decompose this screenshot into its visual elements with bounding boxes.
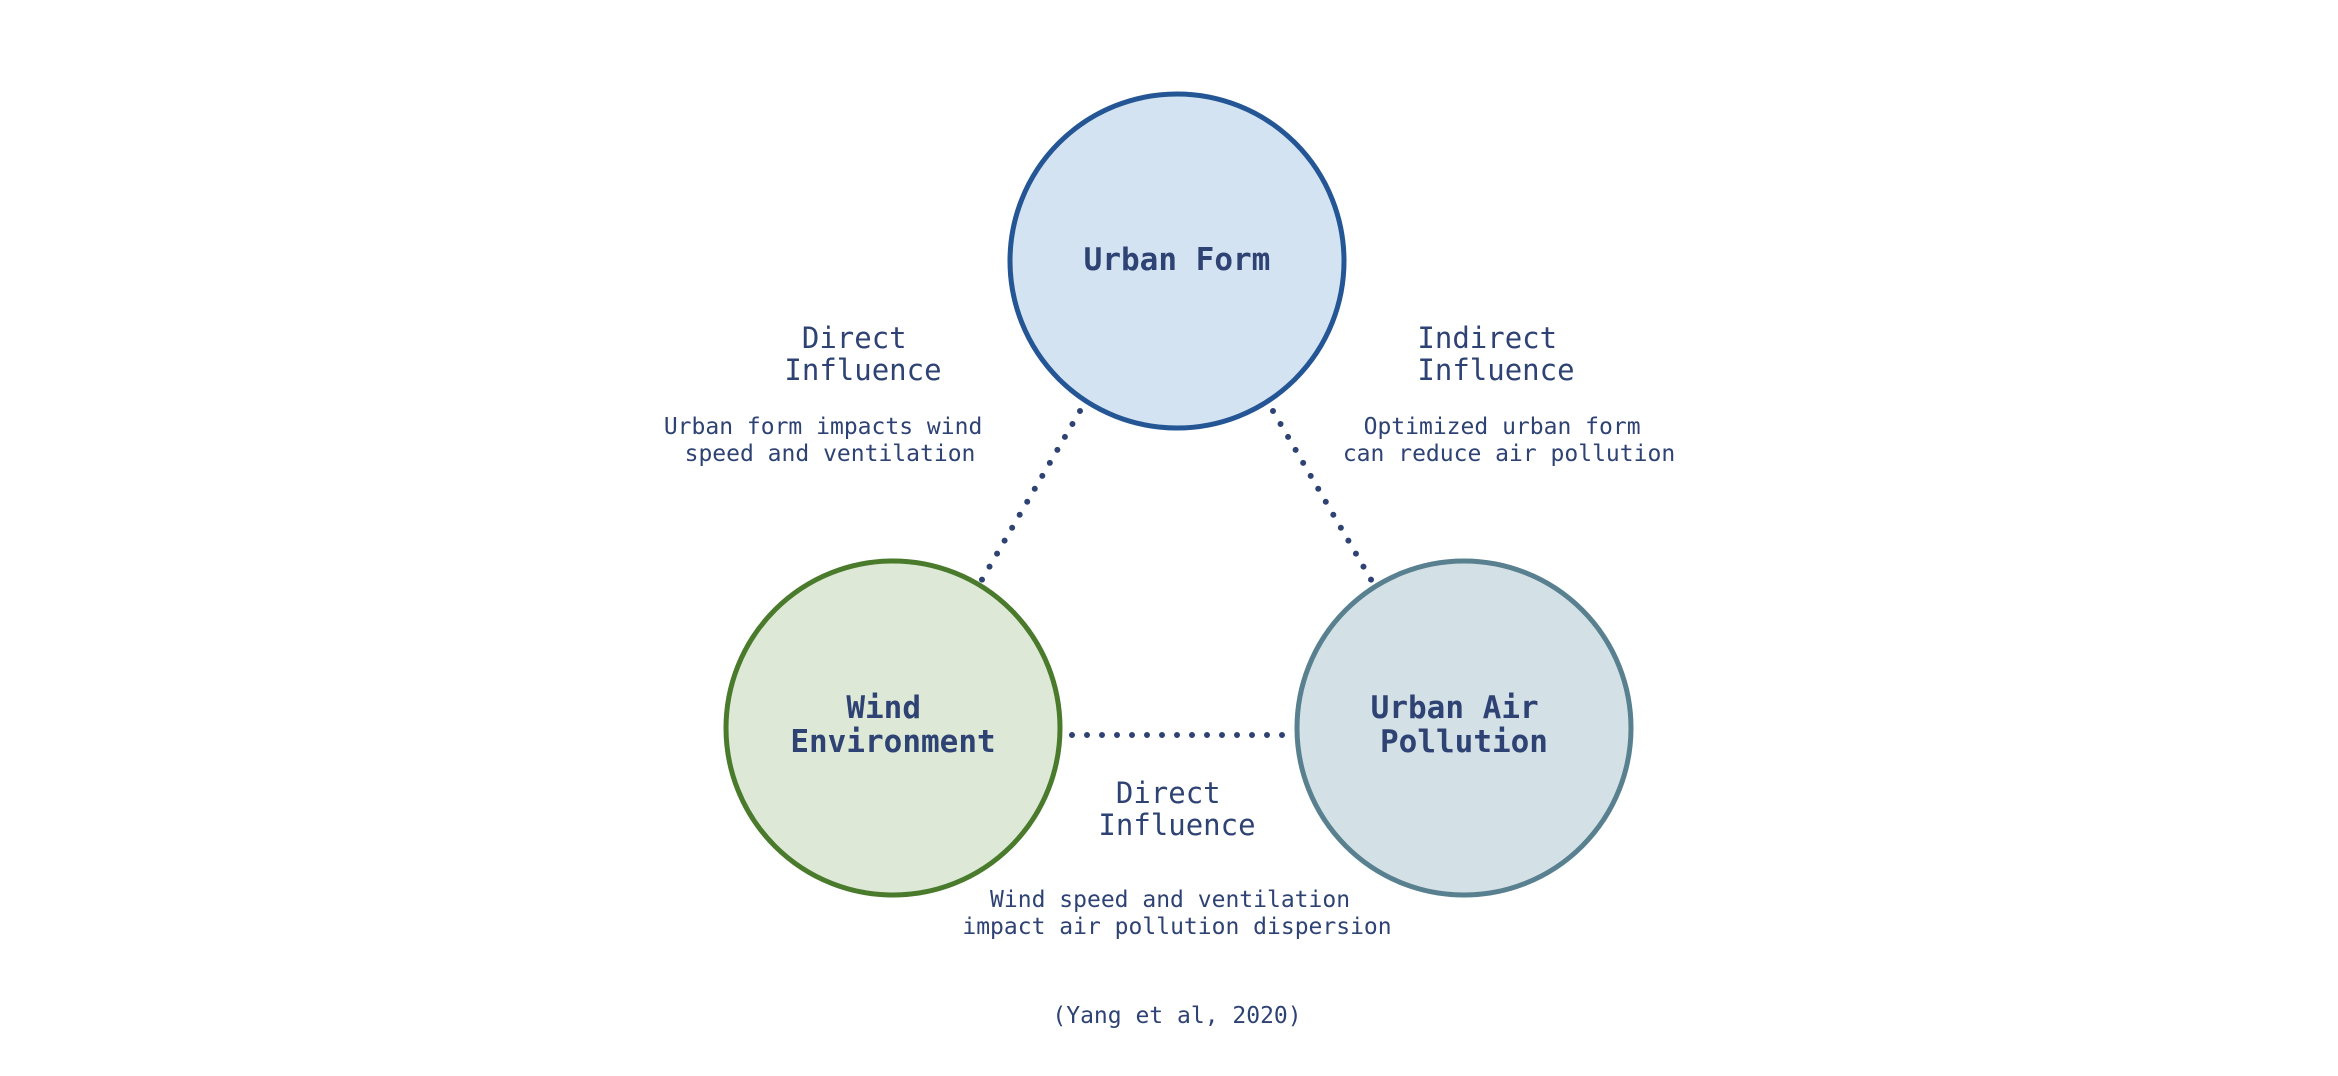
edge-form-pollution-title: Indirect Influence: [1417, 321, 1574, 387]
edge-wind-pollution-title: Direct Influence: [1098, 776, 1255, 842]
connector-form-wind: [977, 408, 1083, 586]
wind-environment-circle: [723, 558, 1063, 898]
connector-form-pollution: [1270, 408, 1376, 586]
urban-air-pollution-label: Urban Air Pollution: [1371, 690, 1558, 760]
citation: (Yang et al, 2020): [1052, 1003, 1301, 1029]
edge-wind-pollution-description: Wind speed and ventilation impact air po…: [962, 887, 1391, 940]
edge-form-wind-description: Urban form impacts wind speed and ventil…: [664, 414, 996, 467]
urban-form-circle: [1007, 91, 1347, 431]
edge-form-wind-title: Direct Influence: [784, 321, 941, 387]
wind-environment-label: Wind Environment: [790, 690, 995, 760]
urban-air-pollution-circle: [1294, 558, 1634, 898]
urban-form-label: Urban Form: [1084, 242, 1271, 278]
edge-form-pollution-description: Optimized urban form can reduce air poll…: [1343, 414, 1675, 467]
